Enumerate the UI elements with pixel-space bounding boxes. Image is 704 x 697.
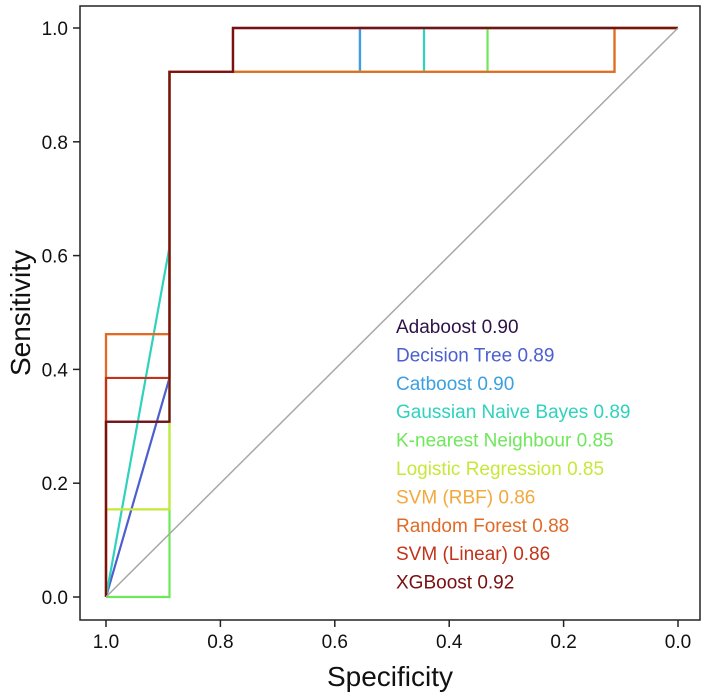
x-tick-label: 0.0	[665, 632, 691, 653]
x-axis-title: Specificity	[327, 661, 453, 692]
x-tick-label: 0.8	[207, 632, 233, 653]
chance-diagonal-line	[105, 27, 679, 598]
legend-entry: Random Forest 0.88	[396, 516, 569, 537]
plot-frame	[79, 5, 701, 621]
y-tick-label: 0.0	[42, 588, 68, 609]
legend-entry: Decision Tree 0.89	[396, 345, 554, 366]
legend: Adaboost 0.90 Decision Tree 0.89 Catboost …	[396, 317, 630, 594]
y-tick-label: 0.6	[42, 247, 68, 268]
x-tick-label: 0.6	[322, 632, 348, 653]
legend-entry: Logistic Regression 0.85	[396, 459, 604, 480]
y-tick-label: 0.4	[42, 360, 69, 381]
roc-curves	[104, 26, 678, 599]
roc-curve-xgboost	[104, 26, 678, 597]
x-tick-label: 0.4	[436, 632, 463, 653]
legend-entry: SVM (Linear) 0.86	[396, 544, 550, 565]
x-axis-ticks: 1.0 0.8 0.6 0.4 0.2 0.0	[93, 620, 691, 653]
legend-entry: XGBoost 0.92	[396, 573, 514, 594]
y-tick-label: 1.0	[42, 19, 68, 40]
legend-entry: Gaussian Naive Bayes 0.89	[396, 402, 630, 423]
legend-entry: Adaboost 0.90	[396, 317, 519, 338]
x-tick-label: 1.0	[93, 632, 119, 653]
y-tick-label: 0.8	[42, 133, 68, 154]
legend-entry: SVM (RBF) 0.86	[396, 487, 535, 508]
y-axis-ticks: 0.0 0.2 0.4 0.6 0.8 1.0	[42, 19, 80, 609]
legend-entry: K-nearest Neighbour 0.85	[396, 431, 614, 452]
y-tick-label: 0.2	[42, 474, 68, 495]
y-axis-title: Sensitivity	[5, 250, 36, 376]
x-tick-label: 0.2	[550, 632, 576, 653]
legend-entry: Catboost 0.90	[396, 374, 514, 395]
